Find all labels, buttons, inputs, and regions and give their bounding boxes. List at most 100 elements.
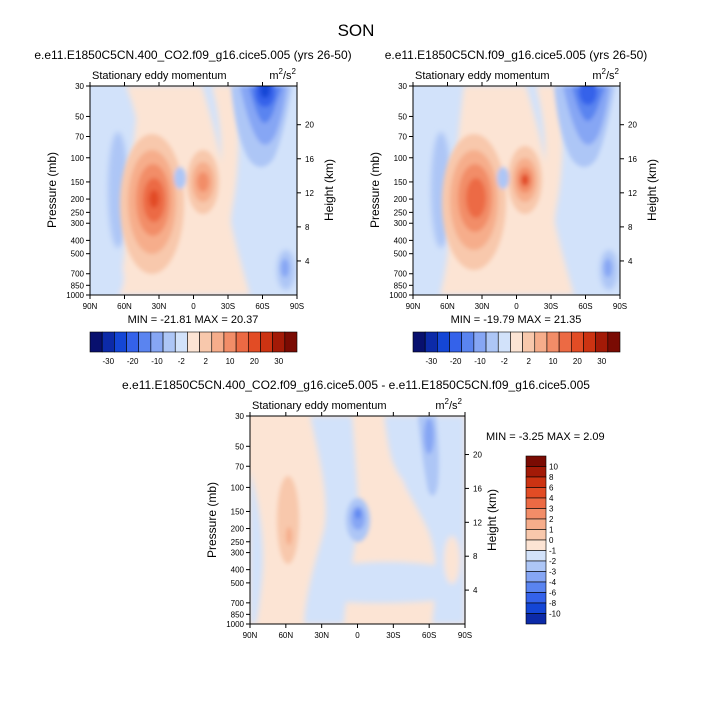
colorbar-1-label: 30 <box>274 357 283 366</box>
colorbar-1-cell <box>223 331 237 353</box>
colorbar-1-cell <box>247 331 261 353</box>
panel-3-ytick-label: 500 <box>231 579 245 588</box>
colorbar-2-cell <box>546 331 560 353</box>
panel-2-xtick-label: 30S <box>544 302 558 311</box>
colorbar-2-cell <box>558 331 572 353</box>
panel-1-ytick-label: 150 <box>71 178 85 187</box>
colorbar-1-cell <box>235 331 249 353</box>
panel-3-ytick-label: 70 <box>235 462 244 471</box>
panel-1-neg-eq-small <box>174 167 186 189</box>
colorbar-3-cell <box>525 592 547 604</box>
panel-3: e.e11.E1850C5CN.400_CO2.f09_g16.cice5.00… <box>122 378 605 640</box>
colorbar-3-label: 1 <box>549 526 554 535</box>
panel-2-neg-jet-4 <box>579 86 597 105</box>
colorbar-3-label: -8 <box>549 599 557 608</box>
colorbar-1-cell <box>114 331 127 353</box>
colorbar-2-cell <box>510 331 523 353</box>
panel-3-ylabel-right: Height (km) <box>485 489 499 551</box>
colorbar-3-label: -1 <box>549 547 557 556</box>
panel-3-ytick-right-label: 20 <box>473 451 482 460</box>
panel-1-field <box>90 86 297 295</box>
panel-2-ytick-label: 200 <box>394 195 408 204</box>
colorbar-2-cell <box>449 331 463 353</box>
page-title: SON <box>338 21 375 40</box>
panel-1-neg-low-small <box>281 259 289 277</box>
panel-3-ytick-label: 200 <box>231 525 245 534</box>
panel-2: e.e11.E1850C5CN.f09_g16.cice5.005 (yrs 2… <box>368 48 659 366</box>
panel-3-ytick-right-label: 8 <box>473 552 478 561</box>
panel-1-ylabel: Pressure (mb) <box>45 152 59 228</box>
panel-2-xtick-label: 60N <box>440 302 455 311</box>
colorbar-2-cell <box>461 331 475 353</box>
panel-1-neg-jet-5 <box>260 86 270 98</box>
panel-2-ytick-right-label: 16 <box>628 155 637 164</box>
colorbar-3-label: 6 <box>549 484 554 493</box>
colorbar-3-cell <box>525 529 547 541</box>
colorbar-3-cell <box>525 571 547 583</box>
colorbar-3-cell <box>525 581 547 593</box>
panel-1-ytick-label: 850 <box>71 281 85 290</box>
colorbar-2-label: 20 <box>573 357 582 366</box>
panel-3-xtick-label: 30N <box>314 631 329 640</box>
colorbar-3-cell <box>525 497 547 509</box>
colorbar-3-label: 0 <box>549 536 554 545</box>
colorbar-1-label: 10 <box>226 357 235 366</box>
colorbar-2-cell <box>485 331 499 353</box>
panel-3-xtick-label: 0 <box>355 631 360 640</box>
panel-1-ytick-right-label: 20 <box>305 121 314 130</box>
panel-1-ytick-right-label: 8 <box>305 223 310 232</box>
colorbar-3-label: -6 <box>549 589 557 598</box>
colorbar-3-cell <box>525 560 547 572</box>
colorbar-3-label: 4 <box>549 494 554 503</box>
panel-3-neg-eq-3 <box>355 509 361 519</box>
colorbar-2: -30 -20 -10 -2 2 10 20 30 <box>412 331 621 366</box>
panel-2-ytick-label: 50 <box>398 112 407 121</box>
panel-3-xtick-label: 60S <box>422 631 436 640</box>
panel-2-field <box>413 86 620 295</box>
panel-3-ytick-label: 1000 <box>226 620 244 629</box>
colorbar-3-label: -4 <box>549 578 557 587</box>
panel-2-ytick-right-label: 20 <box>628 121 637 130</box>
panel-2-ylabel: Pressure (mb) <box>368 152 382 228</box>
panel-2-neg-eq-small <box>497 167 509 189</box>
panel-1-pos-eq-3 <box>197 172 209 192</box>
panel-1-ytick-label: 70 <box>75 133 84 142</box>
panel-1-pos-right-band <box>212 86 239 295</box>
panel-2-ytick-label: 700 <box>394 270 408 279</box>
colorbar-3-cell <box>525 613 547 625</box>
colorbar-2-cell <box>607 331 621 353</box>
colorbar-1-cell <box>260 331 273 353</box>
panel-2-title: e.e11.E1850C5CN.f09_g16.cice5.005 (yrs 2… <box>385 48 648 62</box>
panel-1-xtick-label: 60N <box>117 302 132 311</box>
panel-3-pos-left-2 <box>286 527 292 545</box>
panel-3-ytick-label: 300 <box>231 549 245 558</box>
panel-1-xtick-label: 90N <box>83 302 98 311</box>
panel-1-units: m2/s2 <box>269 67 296 82</box>
panel-1-ytick-label: 50 <box>75 112 84 121</box>
panel-2-ytick-right-label: 4 <box>628 257 633 266</box>
colorbar-1-cell <box>199 331 213 353</box>
panel-3-pos-right-patch <box>383 474 407 526</box>
panel-3-field <box>250 416 465 624</box>
panel-2-ytick-label: 500 <box>394 250 408 259</box>
colorbar-3-cell <box>525 602 547 614</box>
panel-3-ytick-label: 100 <box>231 483 245 492</box>
colorbar-2-cell <box>534 331 548 353</box>
colorbar-1-cell <box>126 331 140 353</box>
colorbar-2-cell <box>583 331 596 353</box>
colorbar-3-cell <box>525 466 547 478</box>
colorbar-2-cell <box>595 331 609 353</box>
panel-1-xtick-label: 90S <box>290 302 304 311</box>
colorbar-1-cell <box>187 331 200 353</box>
panel-2-xtick-label: 90S <box>613 302 627 311</box>
colorbar-1-cell <box>284 331 298 353</box>
panel-3-xtick-label: 90N <box>243 631 258 640</box>
panel-2-xtick-label: 30N <box>475 302 490 311</box>
panel-2-xtick-label: 0 <box>514 302 519 311</box>
panel-3-ytick-right-label: 4 <box>473 586 478 595</box>
colorbar-1-cell <box>174 331 188 353</box>
panel-3-title: e.e11.E1850C5CN.400_CO2.f09_g16.cice5.00… <box>122 378 590 392</box>
panel-1-ytick-right-label: 16 <box>305 155 314 164</box>
colorbar-2-label: -2 <box>501 357 509 366</box>
colorbar-2-label: -20 <box>450 357 462 366</box>
